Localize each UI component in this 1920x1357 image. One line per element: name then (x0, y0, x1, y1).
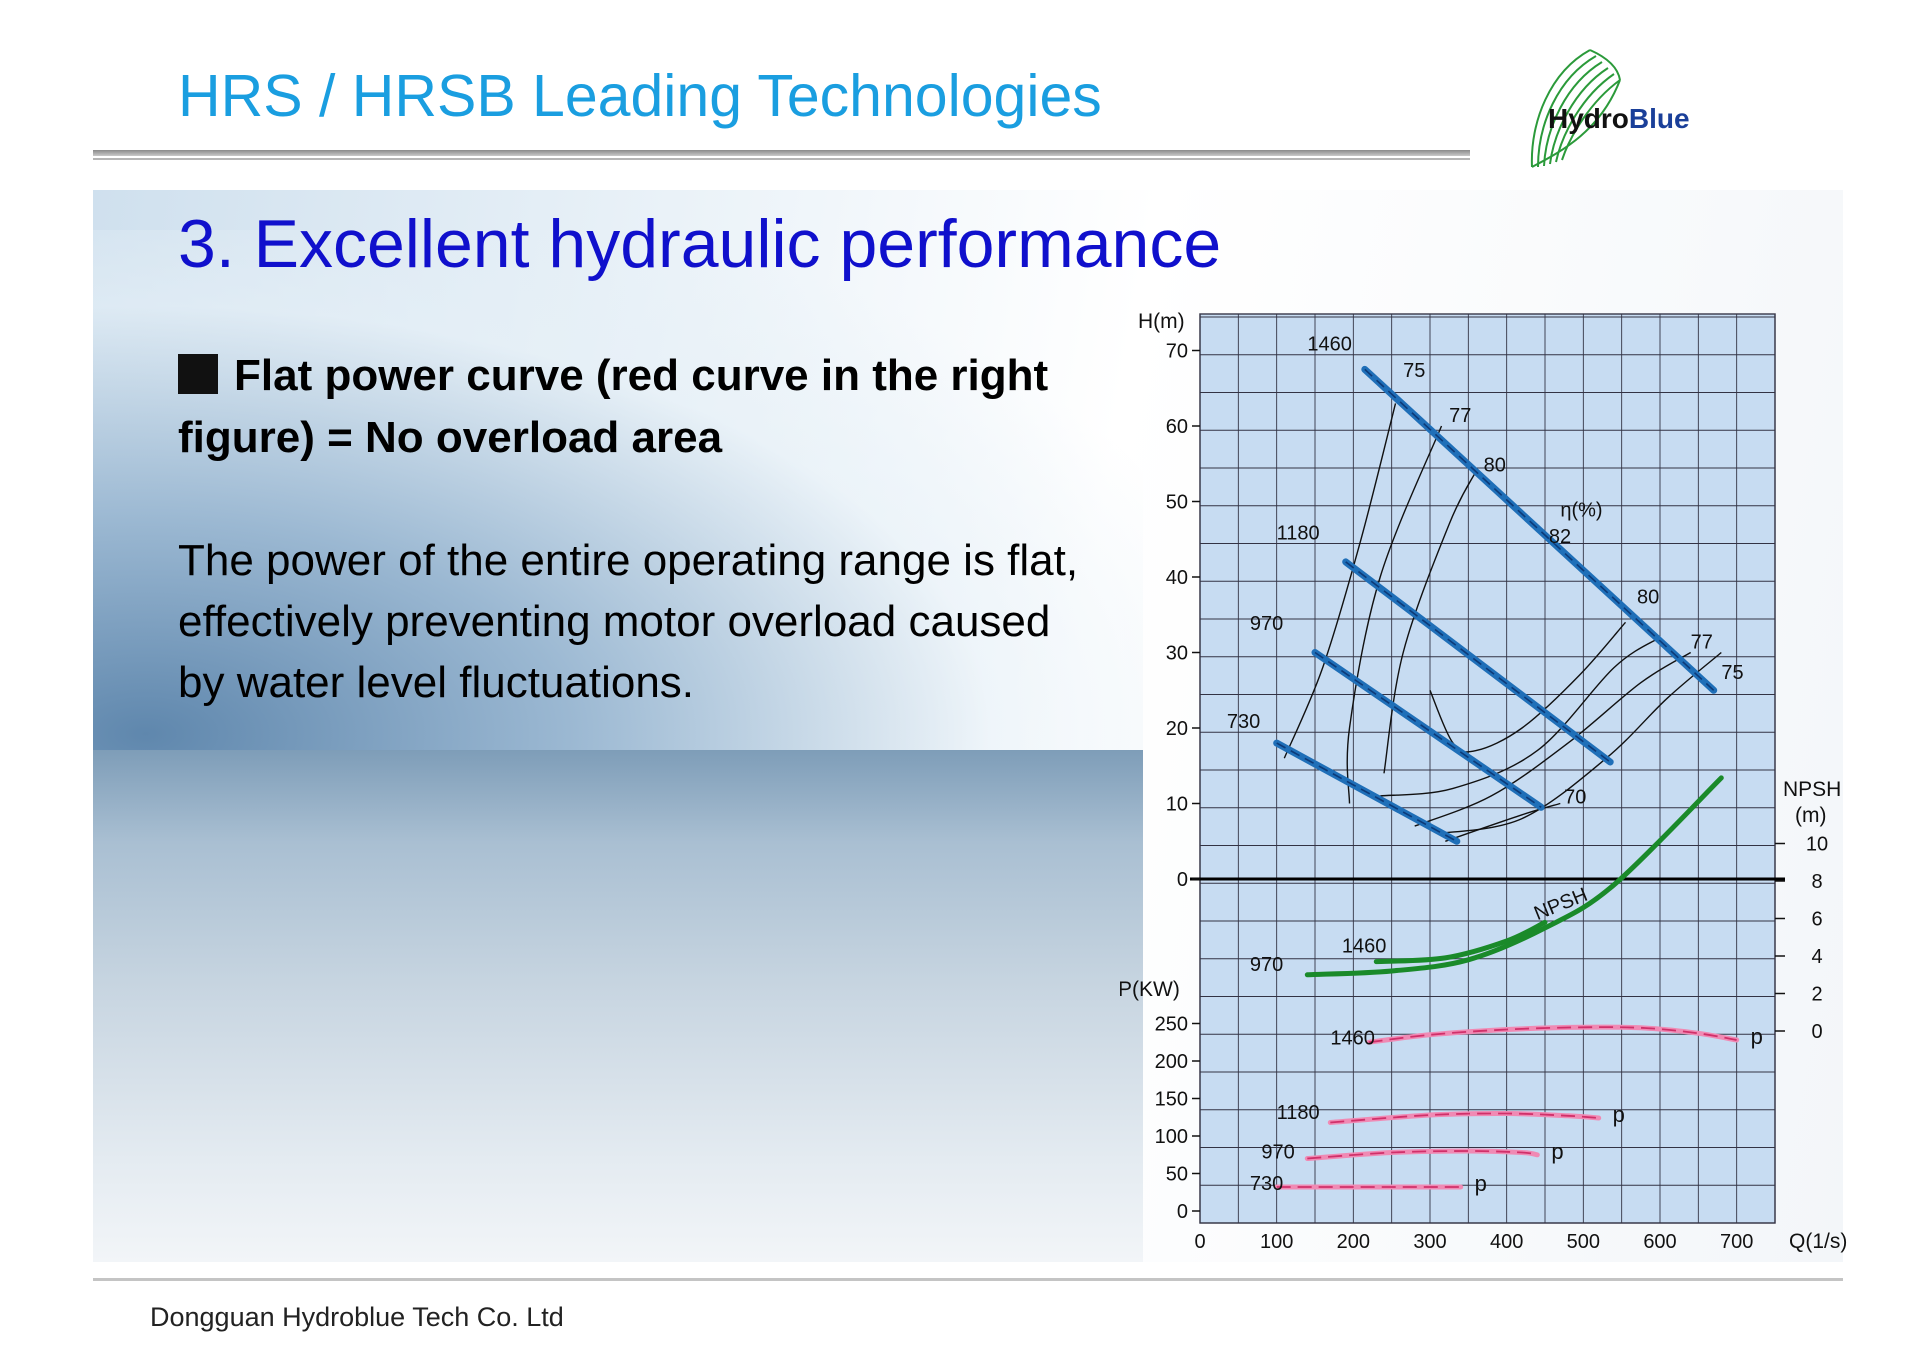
power-series-label: p (1613, 1102, 1625, 1127)
x-tick-label: 400 (1490, 1231, 1523, 1253)
power-curve-dash-970 (1307, 1150, 1538, 1160)
hydroblue-logo-icon (1530, 49, 1621, 168)
npsh-tick-label: 4 (1811, 946, 1822, 968)
efficiency-contour-75 (1283, 403, 1397, 759)
power-axis-label: P(KW) (1120, 978, 1180, 1001)
head-curve-dash-730 (1276, 742, 1458, 843)
efficiency-label: 77 (1449, 405, 1471, 427)
power-speed-label: 970 (1261, 1142, 1294, 1164)
head-tick-label: 40 (1166, 567, 1188, 589)
head-curve-1460 (1361, 365, 1718, 694)
efficiency-label: 77 (1691, 632, 1713, 654)
power-tick-label: 250 (1155, 1014, 1188, 1036)
power-tick-label: 0 (1177, 1201, 1188, 1223)
power-tick-label: 150 (1155, 1089, 1188, 1111)
x-tick-label: 600 (1643, 1231, 1676, 1253)
x-tick-label: 200 (1337, 1231, 1370, 1253)
efficiency-contour-77 (1346, 425, 1443, 804)
power-tick-label: 50 (1166, 1164, 1188, 1186)
npsh-speed-label: 1460 (1342, 935, 1386, 957)
npsh-curve-970 (1304, 775, 1724, 978)
bullet-square-icon (178, 354, 218, 394)
speed-label: 1460 (1307, 334, 1352, 356)
speed-label: 1180 (1277, 522, 1320, 544)
power-speed-label: 1180 (1277, 1102, 1320, 1124)
body-paragraph: The power of the entire operating range … (178, 536, 1079, 707)
head-axis-label: H(m) (1138, 310, 1185, 333)
speed-label: 970 (1250, 613, 1283, 635)
head-curve-dash-970 (1314, 651, 1542, 808)
efficiency-contour-80 (1383, 470, 1477, 774)
power-series-label: p (1475, 1171, 1487, 1196)
head-tick-label: 10 (1166, 794, 1188, 816)
speed-label: 730 (1227, 711, 1260, 733)
section-title: 3. Excellent hydraulic performance (178, 206, 1222, 282)
efficiency-axis-label: η(%) (1560, 500, 1602, 522)
power-speed-label: 730 (1250, 1173, 1283, 1195)
logo-text: HydroBlue (1548, 103, 1690, 134)
npsh-axis-label: NPSH (1783, 778, 1841, 801)
npsh-tick-label: 6 (1811, 909, 1822, 931)
efficiency-label: 75 (1721, 662, 1743, 684)
head-tick-label: 0 (1177, 869, 1188, 891)
pump-performance-chart: H(m) 0 10 20 30 40 50 60 70 NPSH (m) 0 2 4 6 8 10 P(KW) 0 5… (1120, 310, 1847, 1253)
power-tick-label: 100 (1155, 1126, 1188, 1148)
x-tick-label: 100 (1260, 1231, 1293, 1253)
head-tick-label: 60 (1166, 416, 1188, 438)
power-tick-label: 200 (1155, 1051, 1188, 1073)
efficiency-contour-70 (1445, 802, 1561, 842)
power-series-label: p (1751, 1024, 1763, 1049)
npsh-tick-label: 10 (1806, 834, 1828, 856)
footer-rule (93, 1278, 1843, 1281)
header-rule (93, 150, 1470, 156)
x-tick-label: 0 (1194, 1231, 1205, 1253)
header-title: HRS / HRSB Leading Technologies (178, 63, 1102, 129)
npsh-tick-label: 8 (1811, 871, 1822, 893)
power-speed-label: 1460 (1330, 1028, 1375, 1050)
head-tick-label: 20 (1166, 718, 1188, 740)
footer-company: Dongguan Hydroblue Tech Co. Ltd (150, 1302, 564, 1332)
head-curve-dash-1180 (1345, 561, 1611, 763)
header-rule-thin (93, 158, 1470, 160)
efficiency-label: 75 (1403, 360, 1425, 382)
x-axis-label: Q(1/s) (1789, 1230, 1847, 1253)
npsh-tick-label: 0 (1811, 1021, 1822, 1043)
power-curve-dash-1180 (1330, 1112, 1599, 1124)
x-tick-label: 700 (1720, 1231, 1753, 1253)
efficiency-label: 82 (1549, 526, 1571, 548)
npsh-tick-label: 2 (1811, 984, 1822, 1006)
head-tick-label: 50 (1166, 492, 1188, 514)
npsh-curve-1460 (1373, 919, 1548, 965)
efficiency-label: 70 (1564, 787, 1586, 809)
efficiency-contour-77 (1414, 651, 1692, 827)
efficiency-contour-80 (1380, 636, 1661, 797)
npsh-speed-label: 970 (1250, 954, 1283, 976)
npsh-axis-unit: (m) (1795, 804, 1826, 827)
x-tick-label: 500 (1567, 1231, 1600, 1253)
head-tick-label: 70 (1166, 341, 1188, 363)
efficiency-contour-82 (1429, 621, 1627, 753)
x-tick-label: 300 (1413, 1231, 1446, 1253)
power-series-label: p (1551, 1139, 1563, 1164)
efficiency-label: 80 (1637, 586, 1659, 608)
bullet-heading: Flat power curve (red curve in the right… (178, 351, 1049, 462)
efficiency-label: 80 (1484, 454, 1506, 476)
power-curve-dash-1460 (1368, 1026, 1737, 1044)
head-tick-label: 30 (1166, 643, 1188, 665)
